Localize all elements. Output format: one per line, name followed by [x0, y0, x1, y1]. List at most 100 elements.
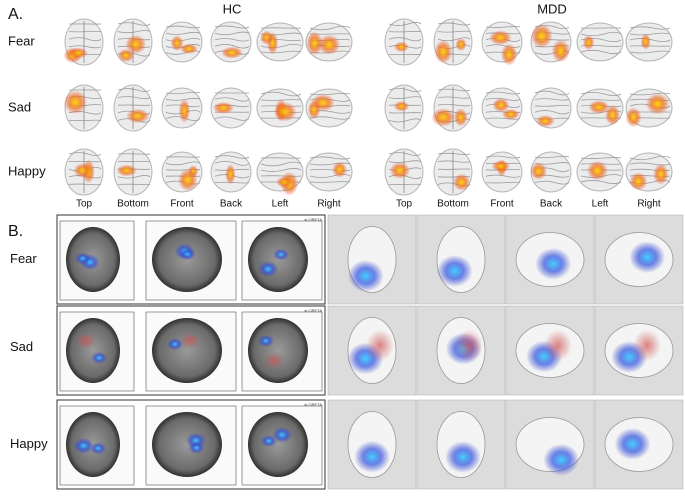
view-label: Back [220, 199, 243, 210]
activation [502, 108, 520, 120]
activation [536, 114, 555, 127]
gyrus [68, 152, 102, 156]
gyrus [260, 168, 302, 172]
activation [260, 435, 277, 448]
row-label: Fear [10, 251, 37, 266]
gyrus [309, 156, 351, 160]
activation [307, 100, 321, 120]
gyrus [165, 31, 201, 35]
panel-b-label: B. [8, 223, 23, 240]
activation [455, 38, 467, 52]
gyrus [629, 26, 671, 30]
activation [492, 97, 510, 113]
activation [452, 173, 471, 191]
gyrus [388, 22, 422, 26]
activation [73, 437, 94, 454]
gyrus [214, 38, 250, 42]
gyrus [485, 181, 521, 184]
head-slice [248, 318, 308, 383]
activation [166, 338, 183, 351]
row-label: Fear [8, 33, 35, 48]
gyrus [485, 155, 521, 159]
software-label: sLORETA [304, 217, 322, 222]
row-label: Sad [8, 99, 31, 114]
activation [221, 46, 243, 59]
gyrus [214, 168, 250, 171]
gyrus [485, 97, 521, 101]
activation [614, 427, 651, 460]
gyrus [534, 98, 570, 101]
activation [258, 261, 279, 278]
gyrus [165, 161, 201, 166]
gyrus [165, 25, 201, 29]
gyrus [534, 104, 570, 107]
gyrus [388, 37, 422, 42]
activation [332, 161, 348, 178]
gyrus [68, 45, 102, 49]
gyrus [117, 22, 151, 26]
activation [225, 163, 236, 185]
activation [366, 329, 394, 362]
gyrus [388, 152, 422, 156]
gyrus [580, 49, 622, 55]
row-label: Sad [10, 339, 33, 354]
activation [625, 107, 642, 128]
activation [125, 34, 147, 54]
activation [586, 160, 608, 181]
gyrus [117, 30, 151, 34]
activation [272, 426, 293, 443]
gyrus [629, 162, 671, 166]
gyrus [534, 90, 570, 96]
gyrus [629, 50, 671, 54]
gyrus [165, 91, 201, 95]
activation [75, 332, 96, 349]
head-slice [248, 412, 308, 477]
row-label: Happy [8, 163, 46, 178]
gyrus [68, 183, 102, 186]
activation [347, 259, 384, 292]
gyrus [68, 37, 102, 42]
software-label: sLORETA [304, 402, 322, 407]
activation [180, 332, 201, 349]
activation [453, 108, 468, 127]
activation [436, 254, 473, 287]
gyrus [260, 99, 302, 101]
gyrus [629, 155, 671, 161]
activation [63, 90, 87, 115]
group-title: HC [223, 1, 242, 16]
gyrus [485, 26, 521, 28]
gyrus [629, 38, 671, 42]
gyrus [309, 181, 351, 183]
panel-a-label: A. [8, 6, 23, 23]
activation [91, 351, 108, 364]
activation [535, 247, 572, 280]
view-label: Top [76, 199, 93, 210]
activation [489, 30, 512, 46]
activation [530, 24, 553, 49]
gyrus [437, 30, 471, 33]
head-slice [66, 318, 120, 383]
gyrus [437, 88, 471, 92]
head-slice [152, 318, 222, 383]
activation [588, 100, 610, 114]
gyrus [117, 88, 151, 92]
gyrus [580, 157, 622, 159]
activation [212, 101, 234, 114]
activation [543, 443, 580, 476]
gyrus [309, 25, 351, 31]
gyrus [260, 91, 302, 97]
activation [178, 168, 198, 192]
activation [544, 329, 572, 362]
activation [263, 352, 284, 369]
head-slice [152, 412, 222, 477]
gyrus [214, 181, 250, 184]
gyrus [534, 110, 570, 115]
gyrus [580, 92, 622, 96]
activation [170, 35, 184, 51]
gyrus [388, 30, 422, 33]
gyrus [214, 97, 250, 102]
gyrus [485, 91, 521, 95]
activation [178, 98, 191, 123]
activation [393, 101, 410, 112]
gyrus [260, 161, 302, 167]
